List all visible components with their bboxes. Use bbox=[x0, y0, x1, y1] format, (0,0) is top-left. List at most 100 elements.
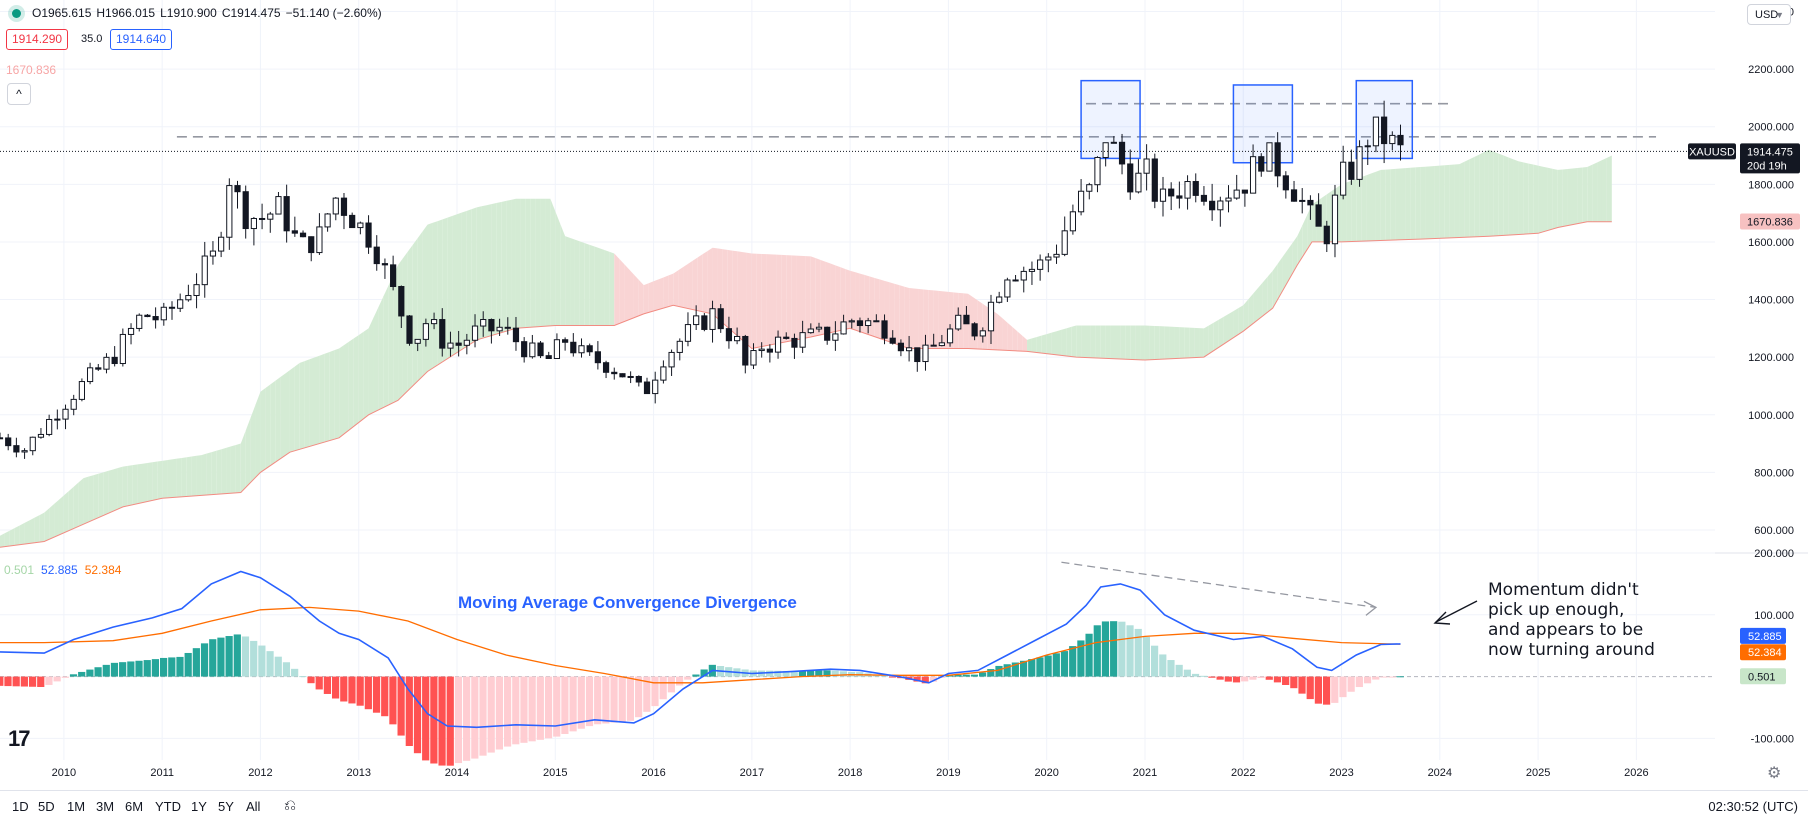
x-tick-3: 2013 bbox=[346, 767, 370, 779]
cloud-segment bbox=[1449, 164, 1455, 238]
range-all[interactable]: All bbox=[246, 799, 261, 814]
cloud-segment bbox=[103, 470, 109, 516]
candle-body bbox=[226, 185, 233, 238]
cloud-segment bbox=[1547, 167, 1553, 231]
cloud-segment bbox=[663, 275, 669, 309]
macd-histogram-bar bbox=[168, 657, 176, 677]
range-5y[interactable]: 5Y bbox=[218, 799, 234, 814]
chevron-up-icon: ^ bbox=[16, 87, 22, 101]
candle-body bbox=[537, 342, 544, 357]
cloud-segment bbox=[186, 456, 192, 497]
range-3m[interactable]: 3M bbox=[96, 799, 115, 814]
candle-body bbox=[37, 433, 45, 438]
candle-body bbox=[1209, 200, 1216, 211]
cloud-segment bbox=[1557, 169, 1563, 228]
price-chart[interactable]: Moving Average Convergence Divergence 60… bbox=[0, 0, 1808, 790]
cloud-segment bbox=[206, 452, 212, 496]
candle-body bbox=[1028, 268, 1036, 272]
candle-body bbox=[209, 250, 217, 257]
macd-histogram-bar bbox=[561, 676, 569, 734]
candle-body bbox=[1045, 256, 1052, 261]
cloud-segment bbox=[687, 260, 693, 310]
candle-body bbox=[414, 338, 421, 344]
x-tick-13: 2023 bbox=[1329, 767, 1353, 779]
cloud-segment bbox=[1012, 326, 1018, 351]
candle-body bbox=[742, 335, 749, 366]
cloud-segment bbox=[850, 270, 856, 331]
candle-body bbox=[529, 342, 536, 358]
macd-histogram-bar bbox=[503, 676, 512, 747]
range-ytd[interactable]: YTD bbox=[155, 799, 181, 814]
macd-tag-1: 52.384 bbox=[1748, 647, 1782, 659]
macd-y-tick-1: 100.000 bbox=[1754, 610, 1794, 622]
range-1d[interactable]: 1D bbox=[12, 799, 29, 814]
macd-histogram-bar bbox=[880, 675, 888, 677]
cloud-segment bbox=[864, 275, 870, 336]
macd-histogram-bar bbox=[807, 670, 815, 677]
macd-histogram-bar bbox=[1241, 676, 1249, 682]
macd-histogram-bar bbox=[135, 660, 143, 677]
candle-body bbox=[1315, 204, 1322, 227]
macd-histogram-bar bbox=[684, 676, 692, 680]
range-6m[interactable]: 6M bbox=[125, 799, 144, 814]
macd-histogram-bar bbox=[12, 676, 20, 687]
macd-histogram-bar bbox=[348, 676, 356, 704]
macd-histogram-bar bbox=[4, 676, 12, 687]
candle-body bbox=[717, 308, 724, 330]
sell-price-button[interactable]: 1914.290 bbox=[6, 29, 69, 50]
collapse-legend-button[interactable]: ^ bbox=[7, 83, 31, 105]
macd-histogram-bar bbox=[1159, 654, 1167, 677]
cloud-segment bbox=[550, 198, 556, 326]
macd-histogram-bar bbox=[577, 676, 585, 729]
goto-date-icon[interactable]: ⎌ bbox=[284, 797, 297, 814]
cloud-segment bbox=[997, 313, 1003, 351]
macd-tag-bg-1 bbox=[1740, 644, 1786, 661]
macd-histogram-bar bbox=[700, 669, 708, 677]
candle-body bbox=[439, 319, 446, 349]
macd-histogram-bar bbox=[1232, 676, 1241, 683]
cloud-segment bbox=[486, 204, 492, 337]
currency-select[interactable]: USD ▼ bbox=[1747, 4, 1791, 25]
buy-price-button[interactable]: 1914.640 bbox=[110, 29, 173, 50]
range-1m[interactable]: 1M bbox=[67, 799, 86, 814]
cloud-segment bbox=[796, 255, 801, 340]
gear-icon[interactable]: ⚙ bbox=[1767, 765, 1782, 782]
cloud-segment bbox=[1095, 325, 1101, 359]
last-price-tag: 1914.475 bbox=[1747, 146, 1793, 158]
cloud-segment bbox=[1464, 159, 1470, 238]
candle-body bbox=[840, 321, 847, 335]
cloud-segment bbox=[98, 472, 104, 518]
cloud-segment bbox=[466, 209, 472, 347]
candle-body bbox=[684, 324, 692, 342]
candle-body bbox=[1176, 195, 1183, 199]
macd-histogram-bar bbox=[151, 659, 160, 677]
candle-body bbox=[774, 336, 782, 353]
range-1y[interactable]: 1Y bbox=[191, 799, 207, 814]
cloud-segment bbox=[678, 267, 684, 308]
range-5d[interactable]: 5D bbox=[38, 799, 55, 814]
cloud-segment bbox=[1420, 166, 1426, 240]
candle-body bbox=[185, 295, 192, 301]
candle-body bbox=[1299, 199, 1306, 202]
candle-body bbox=[873, 320, 880, 323]
cloud-segment bbox=[378, 296, 384, 410]
cloud-segment bbox=[1439, 165, 1445, 239]
cloud-segment bbox=[78, 478, 84, 527]
candle-body bbox=[971, 323, 978, 337]
candle-body bbox=[602, 362, 610, 373]
candle-body bbox=[430, 319, 438, 325]
cloud-segment bbox=[0, 533, 5, 548]
cloud-segment bbox=[643, 283, 649, 314]
cloud-segment bbox=[1272, 263, 1278, 309]
symbol-tag: XAUUSD bbox=[1689, 146, 1735, 158]
macd-histogram-bar bbox=[37, 676, 45, 687]
cloud-segment bbox=[894, 283, 900, 346]
macd-histogram-bar bbox=[1298, 676, 1306, 694]
cloud-segment bbox=[1474, 154, 1480, 237]
highlight-zones bbox=[1080, 79, 1414, 164]
macd-histogram-bar bbox=[258, 645, 266, 677]
macd-histogram-bar bbox=[266, 651, 274, 677]
candle-body bbox=[979, 330, 986, 337]
candle-body bbox=[627, 375, 634, 378]
cloud-segment bbox=[476, 206, 482, 340]
